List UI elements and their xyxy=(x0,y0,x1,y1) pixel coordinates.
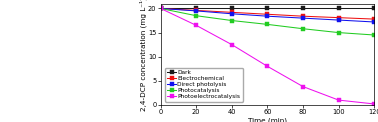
Y-axis label: 2,4-DCP concentration (mg L⁻¹): 2,4-DCP concentration (mg L⁻¹) xyxy=(139,0,147,111)
Legend: Dark, Electrochemical, Direct photolysis, Photocatalysis, Photoelectrocatalysis: Dark, Electrochemical, Direct photolysis… xyxy=(165,68,243,102)
X-axis label: Time (min): Time (min) xyxy=(248,118,287,122)
